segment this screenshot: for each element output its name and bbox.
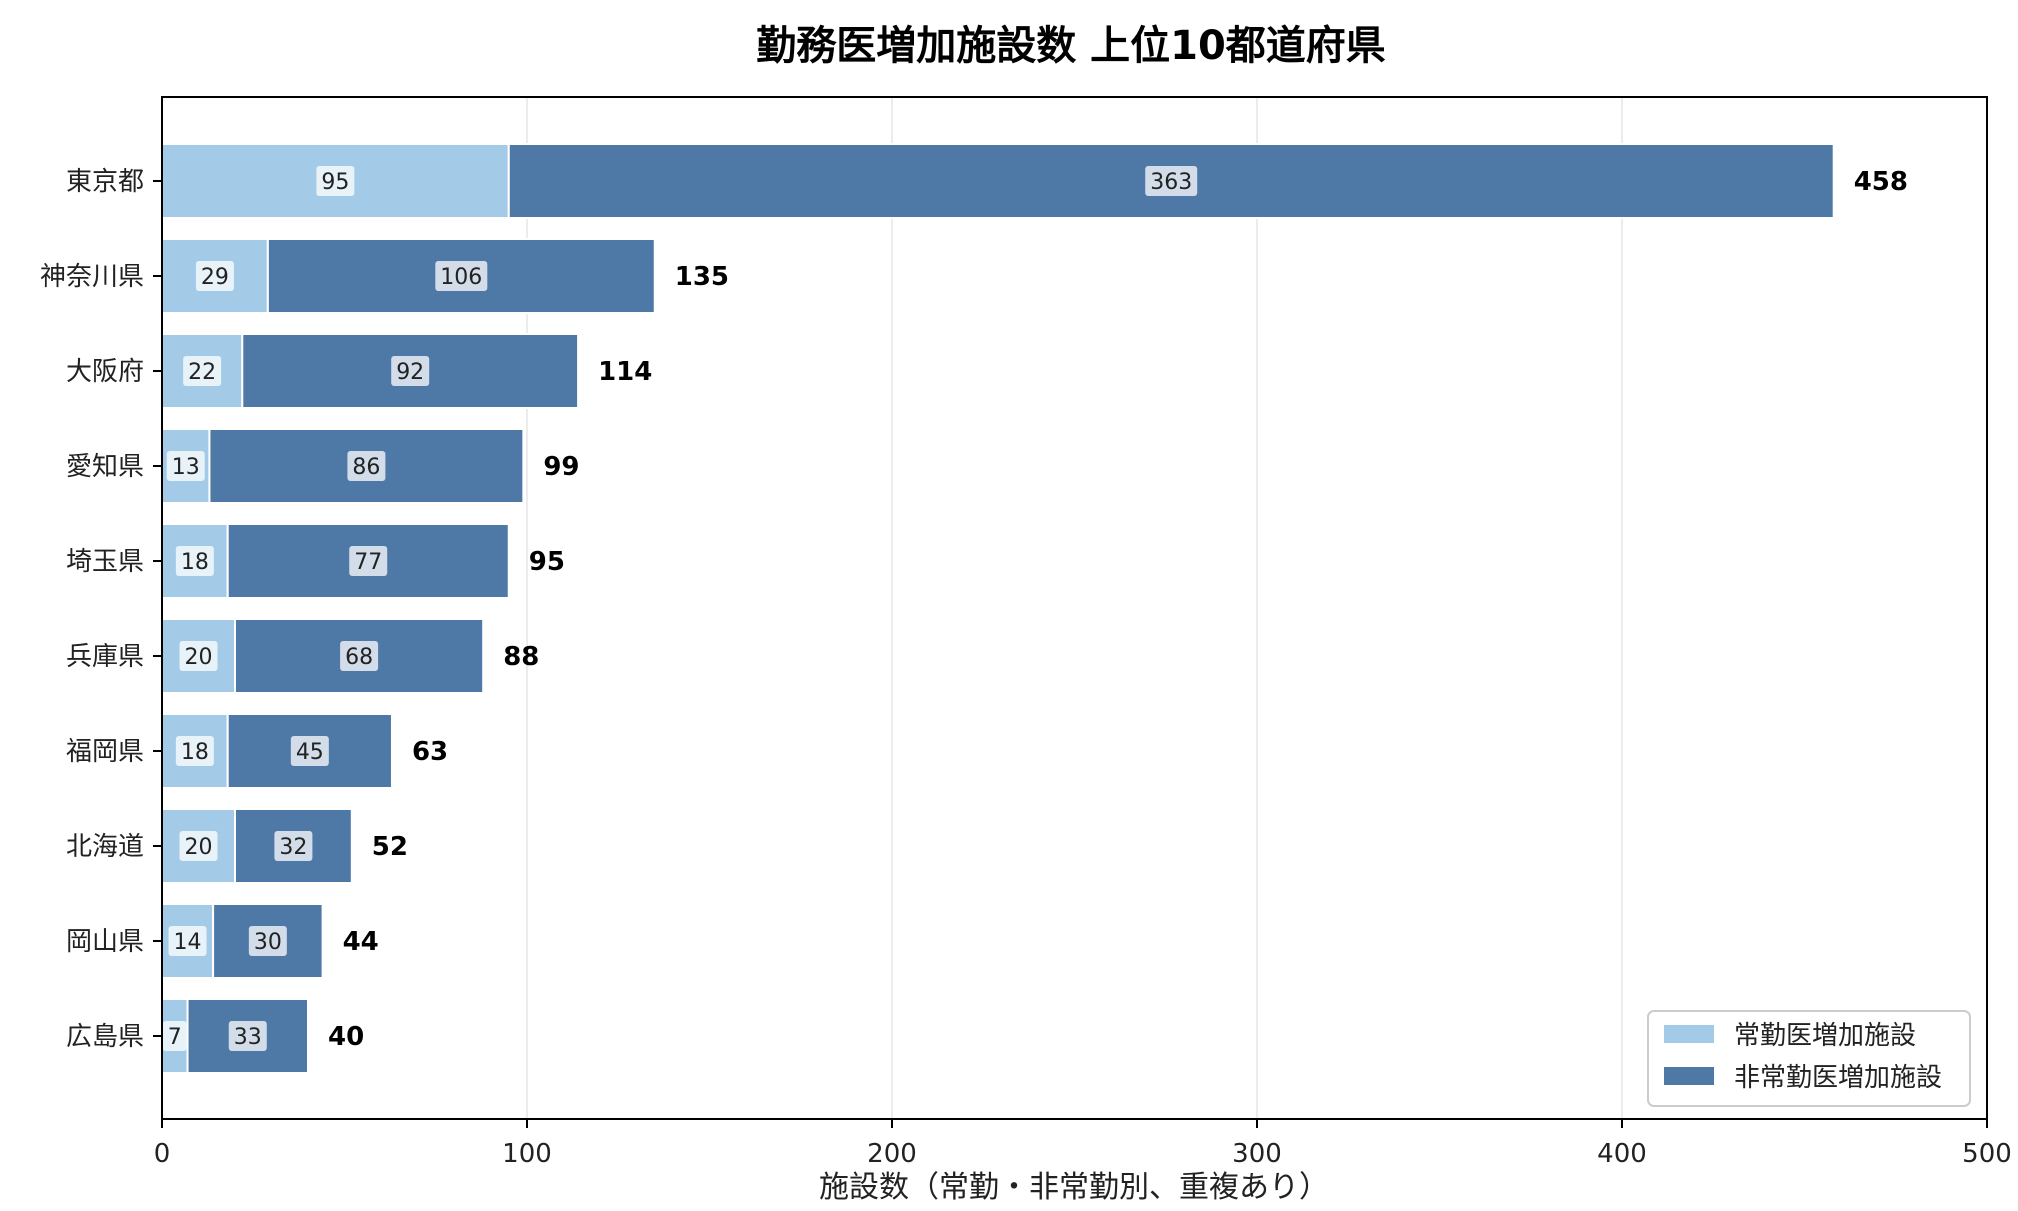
segment-label-bg [183, 356, 222, 386]
total-value-label: 52 [372, 832, 408, 862]
segment-label-bg [435, 261, 488, 291]
category-label: 東京都 [66, 167, 144, 197]
segment-label-bg [228, 1021, 267, 1051]
segment-value-label: 20 [185, 645, 213, 670]
total-value-label: 88 [503, 642, 539, 672]
x-tick-label: 500 [1962, 1139, 2012, 1169]
total-value-label: 44 [343, 927, 379, 957]
segment-value-label: 22 [188, 360, 216, 385]
segment-label-bg [248, 926, 287, 956]
total-value-label: 114 [598, 357, 652, 387]
segment-label-bg [166, 451, 205, 481]
category-label: 北海道 [66, 832, 144, 862]
segment-label-bg [195, 261, 234, 291]
x-tick-label: 0 [154, 1139, 171, 1169]
segment-value-label: 45 [296, 740, 324, 765]
legend-frame [1647, 1010, 1971, 1107]
segment-value-label: 7 [168, 1025, 182, 1050]
segment-label-bg [1145, 166, 1198, 196]
segment-label-bg [175, 546, 214, 576]
category-label: 岡山県 [66, 927, 144, 957]
grid-lines [526, 97, 1623, 1119]
x-tick-label: 400 [1597, 1139, 1647, 1169]
segment-label-bg [290, 736, 329, 766]
total-value-label: 63 [412, 737, 448, 767]
segment-label-bg [316, 166, 355, 196]
segment-label-bg [179, 831, 218, 861]
segment-label-bg [162, 1021, 187, 1051]
segment-label-bg [340, 641, 379, 671]
legend: 常勤医増加施設 非常勤医増加施設 [1647, 1010, 1971, 1107]
segment-value-label: 106 [440, 265, 482, 290]
segment-value-label: 86 [352, 455, 380, 480]
category-label: 広島県 [66, 1022, 144, 1052]
segment-label-bg [349, 546, 388, 576]
total-value-label: 95 [529, 547, 565, 577]
legend-label-parttime: 非常勤医増加施設 [1734, 1063, 1942, 1093]
segment-value-label: 95 [321, 170, 349, 195]
x-tick-label: 100 [502, 1139, 552, 1169]
x-axis-label: 施設数（常勤・非常勤別、重複あり） [819, 1170, 1329, 1205]
chart-title: 勤務医増加施設数 上位10都道府県 [756, 23, 1386, 69]
legend-swatch-fulltime [1664, 1025, 1714, 1043]
segment-label-bg [168, 926, 207, 956]
segment-value-label: 18 [181, 740, 209, 765]
segment-value-label: 77 [354, 550, 382, 575]
total-value-label: 458 [1854, 167, 1908, 197]
legend-label-fulltime: 常勤医増加施設 [1734, 1021, 1916, 1051]
bar-fulltime [161, 808, 236, 884]
segment-label-bg [274, 831, 313, 861]
total-value-label: 40 [328, 1022, 364, 1052]
total-value-label: 99 [543, 452, 579, 482]
x-tick-label: 200 [867, 1139, 917, 1169]
segment-value-label: 32 [279, 835, 307, 860]
bars: 95 363 458 29 106 135 22 92 114 13 86 99 18 77 95 20 68 8… [161, 143, 1908, 1074]
segment-value-label: 92 [396, 360, 424, 385]
total-value-label: 135 [675, 262, 729, 292]
segment-value-label: 363 [1150, 170, 1192, 195]
segment-label-bg [391, 356, 430, 386]
segment-value-label: 33 [234, 1025, 262, 1050]
category-label: 神奈川県 [40, 262, 144, 292]
segment-label-bg [179, 641, 218, 671]
segment-value-label: 29 [201, 265, 229, 290]
category-label: 埼玉県 [66, 547, 144, 577]
category-label: 福岡県 [66, 737, 144, 767]
segment-value-label: 13 [172, 455, 200, 480]
segment-value-label: 14 [174, 930, 202, 955]
segment-label-bg [347, 451, 386, 481]
segment-value-label: 18 [181, 550, 209, 575]
segment-label-bg [175, 736, 214, 766]
segment-value-label: 30 [254, 930, 282, 955]
x-tick-label: 300 [1232, 1139, 1282, 1169]
category-label: 大阪府 [66, 357, 144, 387]
segment-value-label: 68 [345, 645, 373, 670]
x-axis-ticks: 0 100 200 300 400 500 [154, 1119, 2012, 1169]
segment-value-label: 20 [185, 835, 213, 860]
category-label: 愛知県 [66, 452, 144, 482]
plot-frame [161, 96, 1988, 1120]
category-label: 兵庫県 [66, 642, 144, 672]
legend-swatch-parttime [1664, 1067, 1714, 1085]
